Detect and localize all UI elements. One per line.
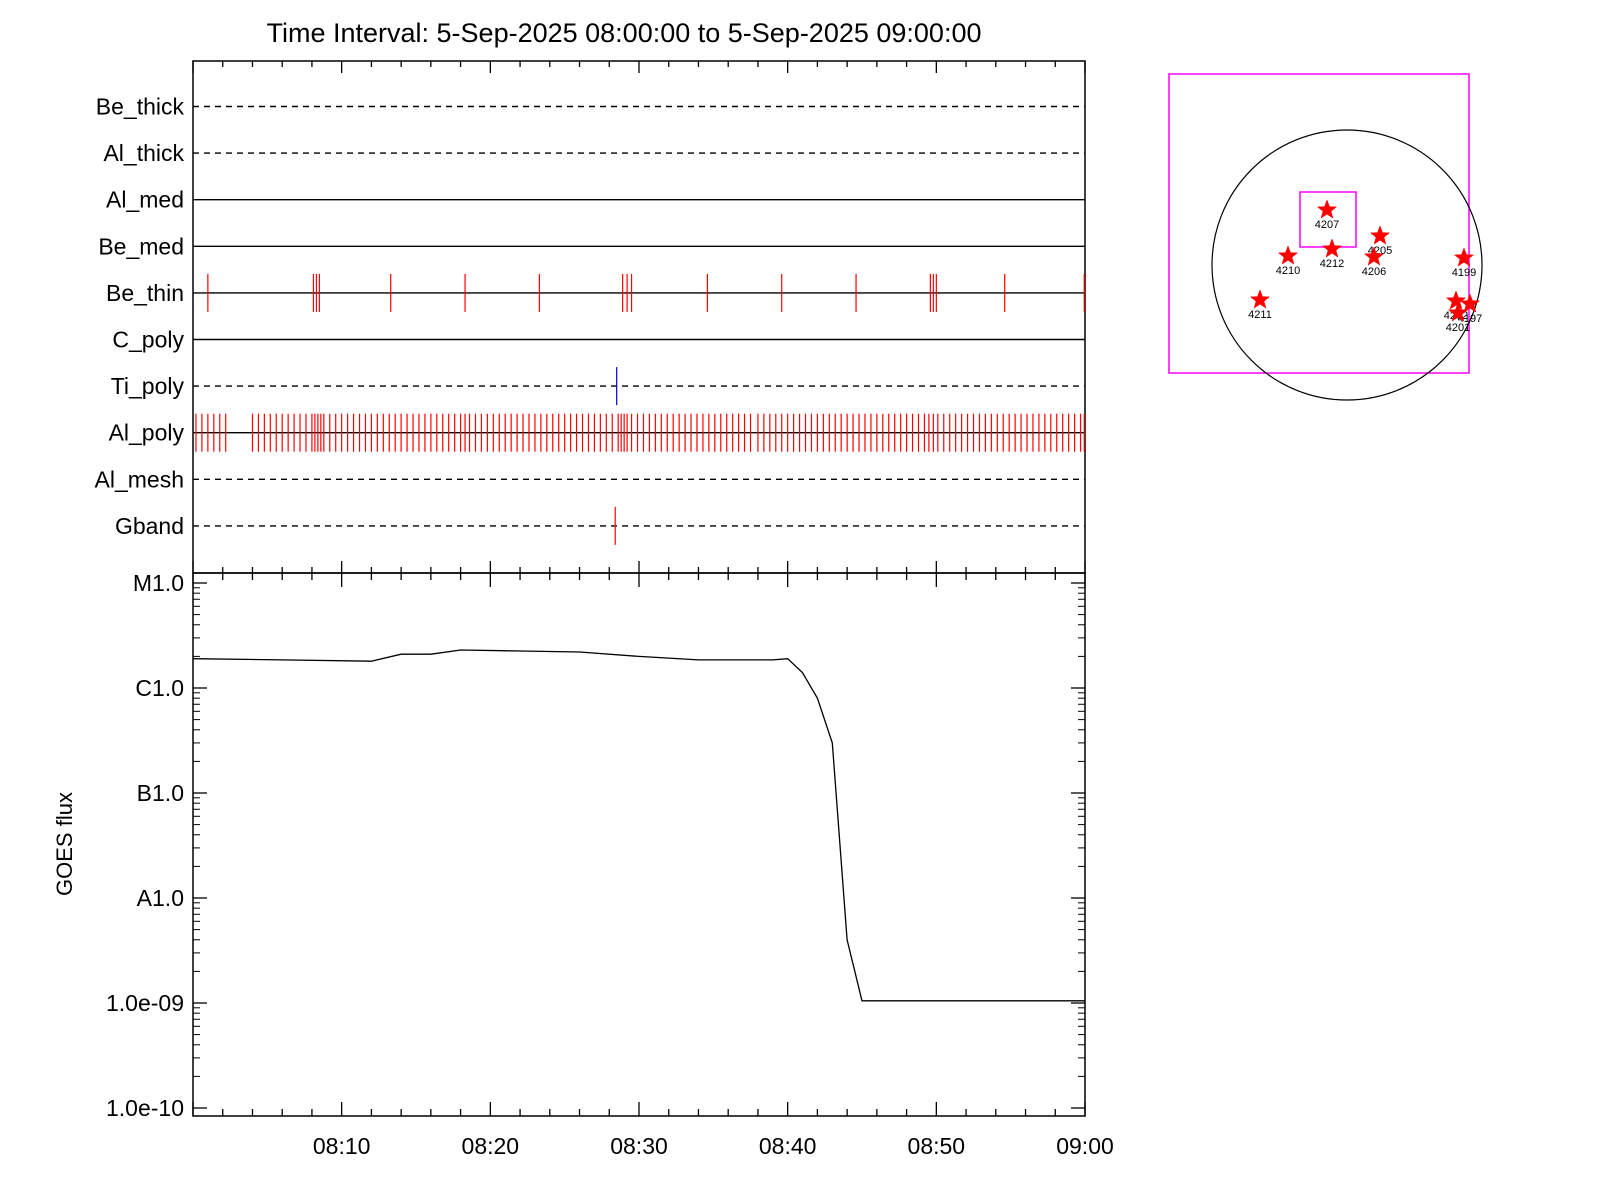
- x-tick-label: 08:50: [908, 1133, 966, 1159]
- solar-disk-map: 4207420542104212420641994211420241974201: [1168, 73, 1483, 401]
- y-tick-label: 1.0e-10: [106, 1095, 184, 1121]
- timeline-panel: Be_thick Al_thick Al_med Be_med Be_thin C_pol…: [95, 60, 1086, 574]
- timeline-frame: [192, 60, 1086, 574]
- active-region-star: [1369, 225, 1391, 245]
- active-region-label: 4206: [1362, 266, 1386, 278]
- channel-label: Gband: [115, 513, 184, 539]
- active-region-star: [1321, 238, 1343, 258]
- channel-label: Al_mesh: [95, 466, 184, 492]
- active-region-label: 4197: [1458, 313, 1482, 325]
- channel-label: Be_thick: [96, 94, 185, 120]
- active-region-label: 4211: [1248, 309, 1272, 321]
- y-tick-label: A1.0: [137, 885, 184, 911]
- y-tick-label: C1.0: [135, 675, 184, 701]
- active-region-star: [1447, 302, 1469, 322]
- channel-label: Al_thick: [103, 140, 184, 166]
- x-tick-label: 08:10: [313, 1133, 371, 1159]
- field-of-view-box: [1168, 73, 1470, 374]
- channel-label: Al_poly: [109, 420, 185, 446]
- active-region-star: [1459, 293, 1481, 313]
- active-region-label: 4212: [1320, 258, 1344, 270]
- active-region-label: 4199: [1452, 267, 1476, 279]
- chart-title: Time Interval: 5-Sep-2025 08:00:00 to 5-…: [267, 18, 982, 48]
- channel-label: Ti_poly: [111, 373, 185, 399]
- y-tick-label: B1.0: [137, 780, 184, 806]
- active-region-label: 4207: [1315, 219, 1339, 231]
- channel-label: C_poly: [112, 327, 184, 353]
- goes-flux-panel: M1.0 C1.0 B1.0 A1.0 1.0e-09 1.0e-10 08:10 08:20…: [52, 570, 1114, 1159]
- x-tick-label: 09:00: [1056, 1133, 1114, 1159]
- active-region-star: [1445, 290, 1467, 310]
- flux-frame: [192, 572, 1086, 1117]
- active-region-star: [1316, 199, 1338, 219]
- x-tick-label: 08:40: [759, 1133, 817, 1159]
- active-region-label: 4201: [1446, 322, 1470, 334]
- channel-label: Be_med: [98, 233, 184, 259]
- active-region-star: [1249, 289, 1271, 309]
- active-region-star: [1363, 246, 1385, 266]
- goes-flux-line: [192, 649, 1085, 1002]
- x-tick-label: 08:20: [462, 1133, 520, 1159]
- y-tick-label: 1.0e-09: [106, 990, 184, 1016]
- active-region-star: [1453, 247, 1475, 267]
- y-tick-label: M1.0: [133, 570, 184, 596]
- channel-label: Be_thin: [106, 280, 184, 306]
- active-region-star: [1277, 245, 1299, 265]
- active-region-label: 4210: [1276, 265, 1300, 277]
- solar-limb: [1211, 129, 1483, 401]
- x-tick-label: 08:30: [610, 1133, 668, 1159]
- y-axis-label: GOES flux: [52, 792, 77, 896]
- channel-label: Al_med: [106, 187, 184, 213]
